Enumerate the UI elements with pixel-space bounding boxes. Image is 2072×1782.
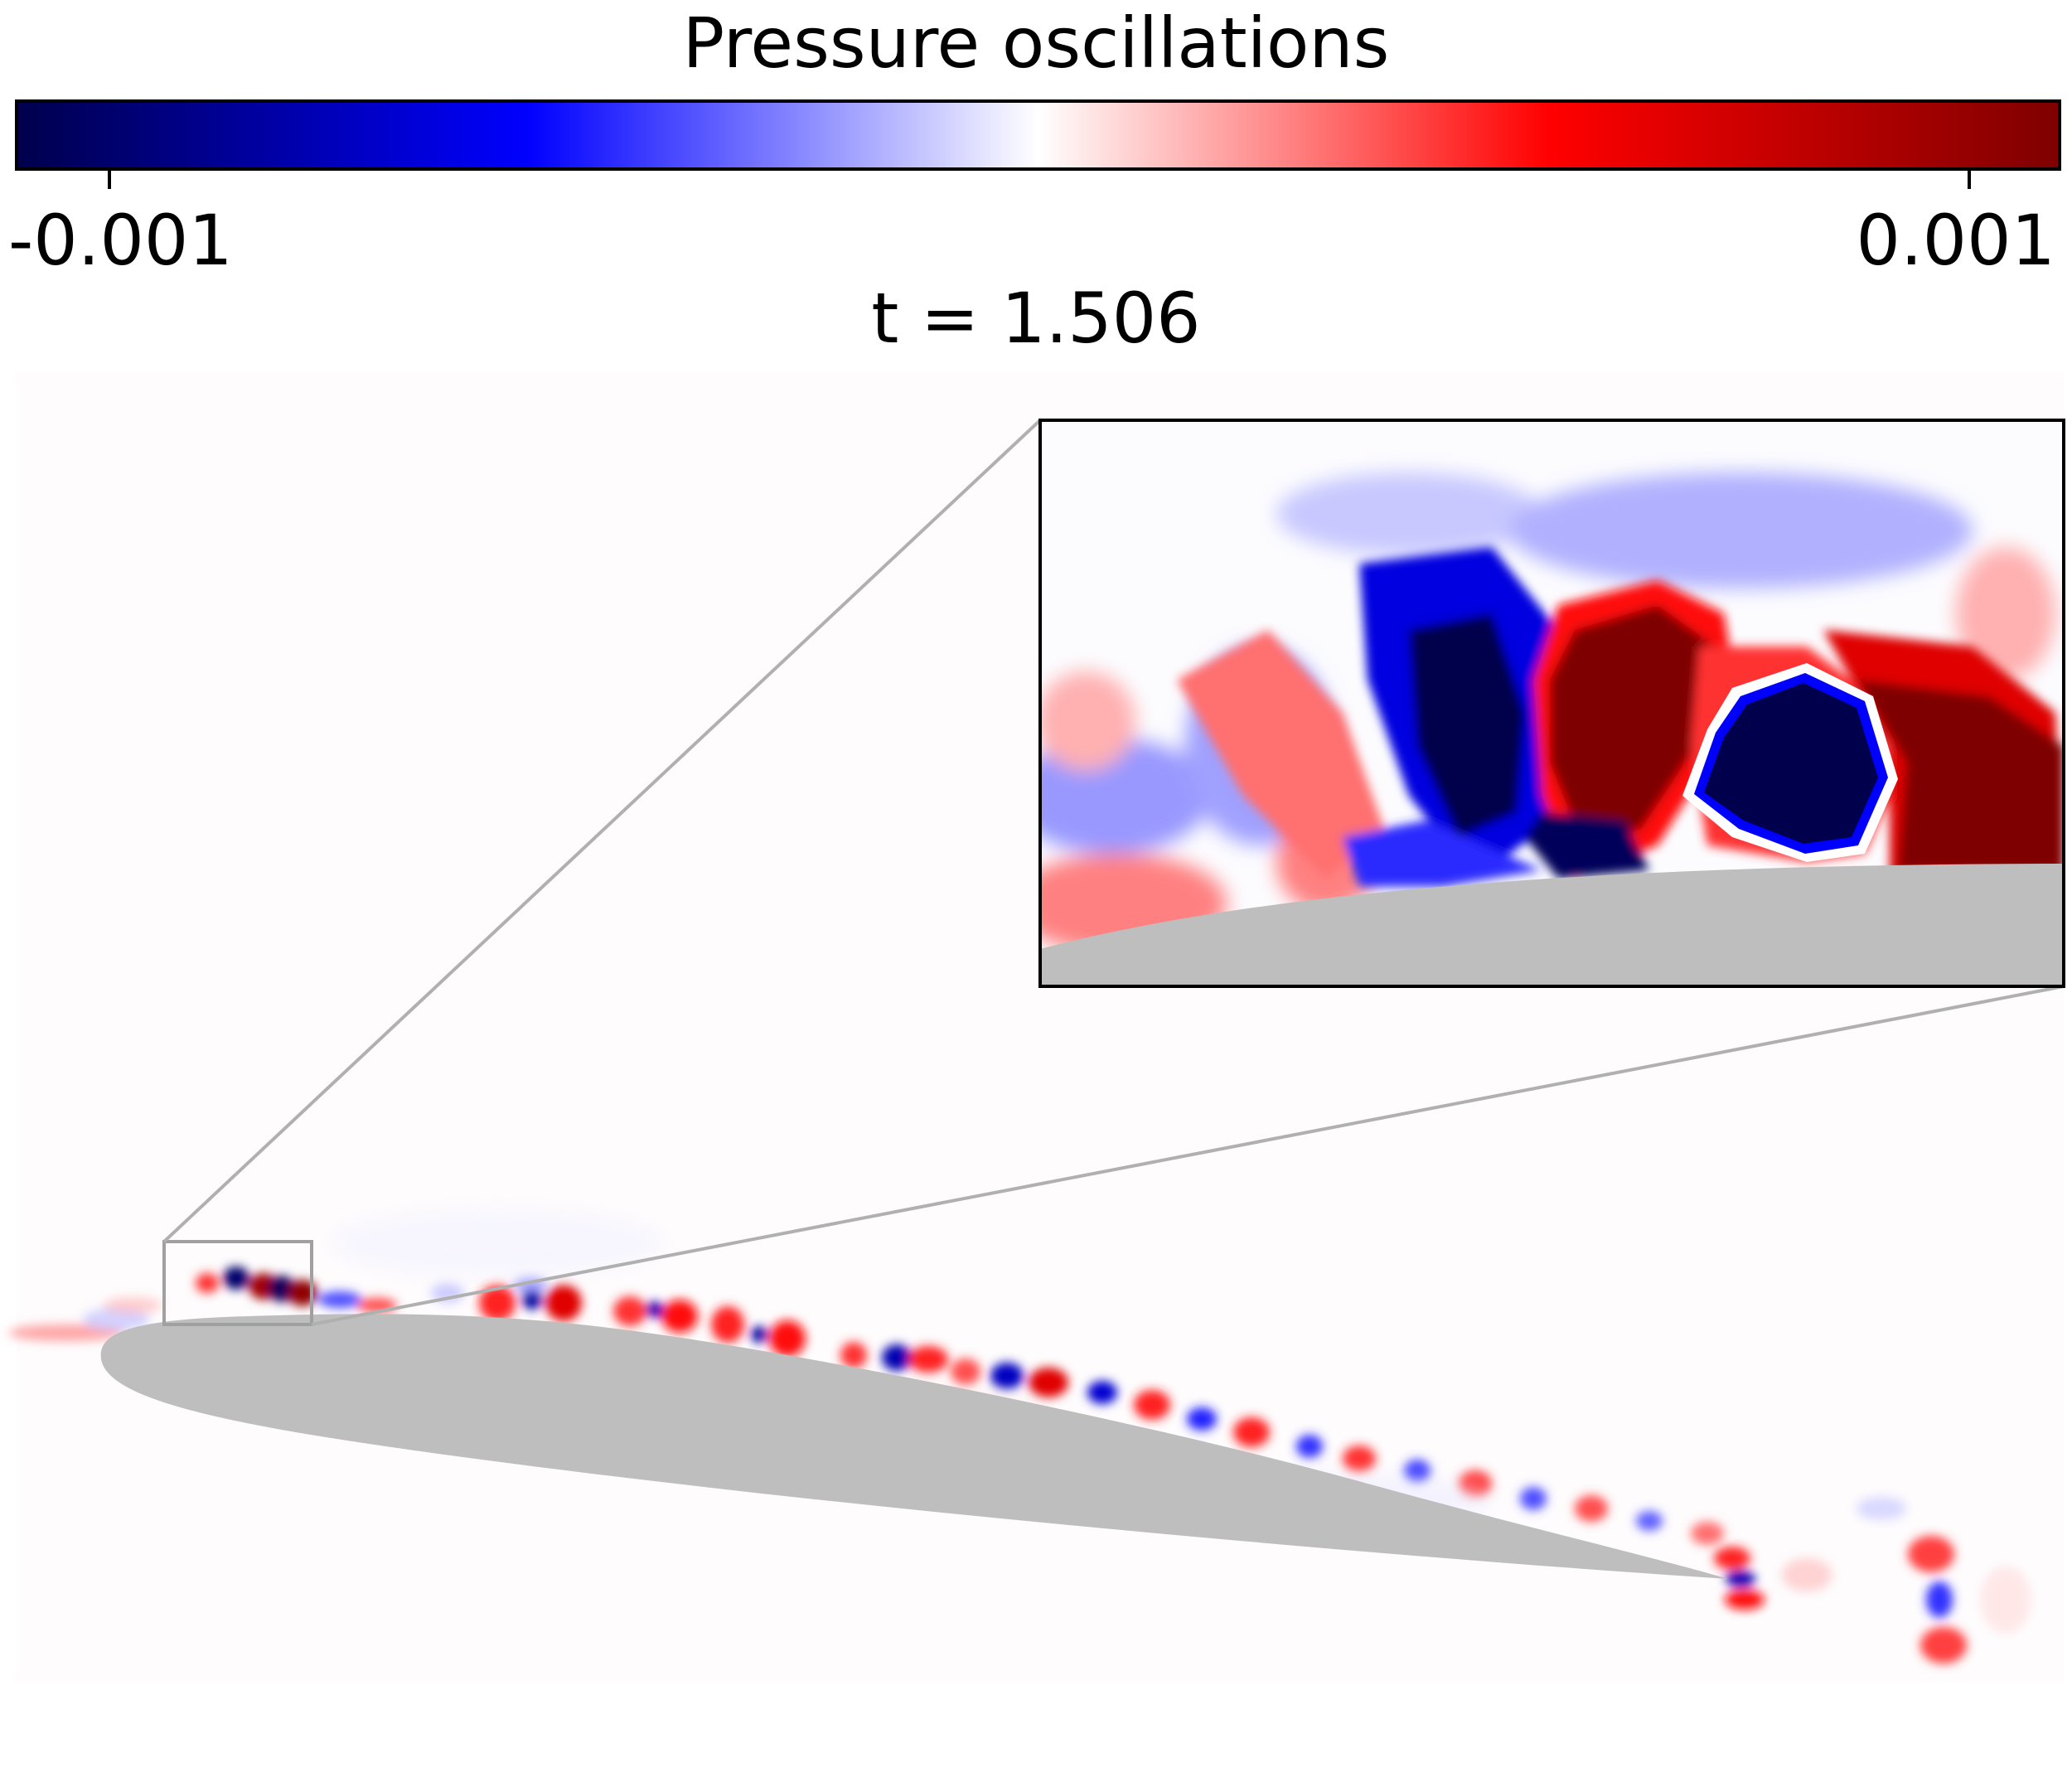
zoom-inset xyxy=(1040,420,2064,986)
colorbar-max-label: 0.001 xyxy=(1856,200,2055,281)
airfoil xyxy=(100,1314,1728,1579)
colorbar-min-label: -0.001 xyxy=(8,200,233,281)
zoom-region-box xyxy=(162,1240,313,1326)
colorbar xyxy=(15,99,2061,171)
pressure-field xyxy=(8,1266,2031,1663)
colorbar-title: Pressure oscillations xyxy=(682,2,1390,84)
zoom-connector-bottom xyxy=(311,985,2065,1326)
zoom-connector-top xyxy=(162,419,1042,1243)
zoom-inset-frame xyxy=(1038,419,2065,988)
time-label: t = 1.506 xyxy=(871,278,1201,359)
